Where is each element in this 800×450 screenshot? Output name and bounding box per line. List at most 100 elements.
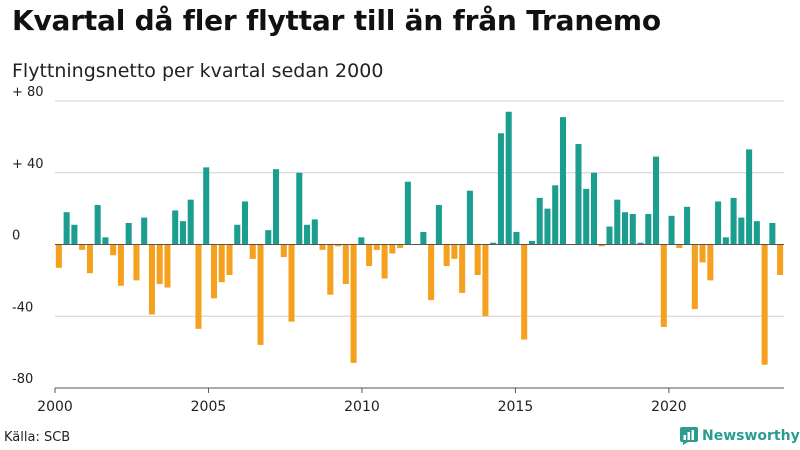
bar [381, 244, 388, 279]
bar [590, 172, 598, 245]
bar [280, 244, 287, 258]
bar [110, 244, 117, 256]
bars [55, 111, 784, 365]
bar [505, 111, 512, 245]
bar [265, 230, 272, 245]
bar [451, 244, 458, 259]
bar [350, 244, 357, 363]
bar [141, 217, 148, 245]
bar [296, 172, 303, 245]
bar [459, 244, 466, 293]
bar [125, 222, 132, 245]
bar [63, 212, 70, 245]
bar [366, 244, 373, 267]
bar [210, 244, 218, 299]
bar [420, 231, 427, 245]
brand-name: Newsworthy [702, 428, 800, 444]
bar [342, 244, 349, 284]
bar [311, 219, 318, 245]
bar [86, 244, 93, 274]
x-tick-label: 2020 [651, 399, 687, 415]
bar [79, 244, 86, 250]
bar [435, 205, 442, 245]
bar [606, 226, 613, 245]
bar [195, 244, 202, 329]
bar [94, 205, 101, 245]
bar [730, 197, 737, 245]
bar [389, 244, 396, 254]
bar [699, 244, 706, 263]
bar [187, 199, 194, 245]
y-tick-label: -80 [12, 372, 33, 387]
y-tick-label: 0 [12, 229, 20, 244]
bar [653, 156, 660, 245]
bar [358, 237, 365, 245]
bar [71, 224, 78, 245]
bar [637, 242, 644, 245]
bar [738, 217, 745, 245]
bar [513, 231, 520, 245]
bar [552, 185, 559, 245]
y-tick-label: + 80 [12, 85, 44, 100]
bar [707, 244, 714, 281]
bar [684, 206, 691, 245]
newsworthy-logo-icon [680, 427, 698, 445]
x-tick-label: 2010 [344, 399, 380, 415]
bar [598, 244, 605, 247]
bar [490, 242, 497, 245]
bar [746, 149, 753, 245]
y-tick-label: -40 [12, 300, 33, 315]
bar [777, 244, 784, 275]
bar [335, 244, 342, 247]
chart-subtitle: Flyttningsnetto per kvartal sedan 2000 [12, 60, 384, 82]
bar [482, 244, 489, 317]
bar [288, 244, 295, 322]
bar [722, 237, 729, 245]
bar [645, 214, 652, 245]
bar [629, 214, 636, 245]
bar [559, 117, 566, 245]
axes: + 80 + 40 0 -40 -80 2000 2005 2010 2015 2020 [12, 85, 784, 415]
bar [621, 212, 629, 245]
bar [397, 244, 404, 249]
bar [218, 244, 225, 283]
x-tick-label: 2015 [498, 399, 534, 415]
bar [497, 133, 504, 245]
bar [583, 188, 590, 245]
bar [443, 244, 450, 267]
x-tick-label: 2000 [37, 399, 73, 415]
bar [660, 244, 667, 328]
bar [668, 215, 675, 245]
bar [164, 244, 171, 288]
bar [172, 210, 179, 245]
bar [257, 244, 264, 345]
brand-logo: Newsworthy [680, 427, 800, 445]
bar [179, 221, 186, 245]
bar [156, 244, 163, 284]
bar [614, 199, 621, 245]
bar [203, 167, 210, 245]
bar [691, 244, 698, 310]
bar [715, 201, 722, 245]
bar [226, 244, 233, 275]
bar [133, 244, 140, 281]
bar [148, 244, 155, 315]
source-note: Källa: SCB [4, 430, 71, 445]
bar [249, 244, 256, 259]
chart-title: Kvartal då fler flyttar till än från Tra… [12, 4, 661, 37]
bar [428, 244, 435, 301]
bar [304, 224, 311, 245]
bar [273, 169, 280, 245]
bar [466, 190, 473, 245]
bar [474, 244, 481, 275]
bar [234, 224, 241, 245]
bar [117, 244, 124, 286]
bar [373, 244, 380, 250]
y-tick-label: + 40 [12, 157, 44, 172]
bar [676, 244, 683, 249]
bar [769, 222, 776, 245]
bar [544, 208, 551, 245]
bar [575, 144, 582, 245]
bar [528, 240, 535, 245]
